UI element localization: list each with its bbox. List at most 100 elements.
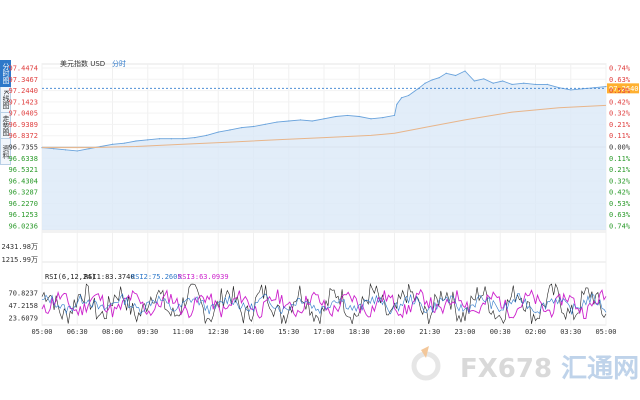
y-tick-label: 96.3287: [8, 189, 38, 197]
rsi-chart: [41, 282, 607, 325]
price-point: [431, 79, 433, 81]
price-point: [135, 140, 137, 142]
y-tick-pct-label: 0.74%: [609, 223, 631, 231]
price-point: [400, 97, 403, 99]
y-tick-label: 96.2270: [8, 200, 38, 208]
y-tick-pct-label: 0.11%: [609, 132, 631, 140]
price-point: [252, 125, 255, 128]
y-tick-label: 97.3467: [8, 76, 38, 84]
x-tick-label: 05:00: [595, 328, 616, 336]
price-point: [483, 78, 485, 80]
y-tick-pct-label: 0.42%: [609, 98, 631, 106]
x-tick-label: 14:00: [243, 328, 264, 336]
watermark: FX678 汇通网: [460, 348, 639, 385]
average-line: [42, 104, 607, 149]
rsi-legend-entry: RSI3:63.0939: [178, 273, 229, 281]
y-tick-pct-label: 0.63%: [609, 76, 631, 84]
price-chart: 97.2640: [41, 70, 639, 230]
y-tick-label: 96.0236: [8, 223, 38, 231]
side-tab-bar: 分时图 K线图 走势图 资料: [0, 60, 11, 165]
price-point: [570, 89, 572, 91]
price-point: [438, 77, 440, 79]
x-tick-label: 17:00: [313, 328, 334, 336]
rsi-tick-label: 23.6079: [8, 314, 38, 322]
price-point: [311, 120, 313, 122]
y-tick-pct-label: 0.53%: [609, 87, 631, 95]
rsi3-line: [41, 288, 607, 319]
price-point: [534, 83, 537, 85]
y-tick-label: 96.6338: [8, 155, 38, 163]
y-tick-label: 96.4304: [8, 177, 38, 185]
price-point: [276, 121, 278, 123]
x-tick-label: 18:30: [349, 328, 370, 336]
chart-subtitle: 分时: [112, 59, 126, 68]
y-tick-pct-label: 0.53%: [609, 200, 631, 208]
y-tick-label: 97.4474: [8, 65, 38, 73]
price-line: [41, 70, 607, 152]
y-tick-label: 97.1423: [8, 98, 38, 106]
tab-info[interactable]: 资料: [0, 139, 11, 165]
x-tick-label: 20:00: [384, 328, 405, 336]
price-point: [264, 123, 266, 125]
x-tick-label: 06:30: [67, 328, 88, 336]
rsi2-line: [41, 293, 607, 315]
price-point: [323, 118, 325, 120]
price-point: [455, 74, 457, 77]
price-point: [205, 134, 208, 137]
volume-tick-label: 1215.99万: [1, 256, 38, 264]
volume-tick-label: 2431.98万: [1, 243, 38, 251]
y-tick-pct-label: 0.21%: [609, 166, 631, 174]
price-point: [605, 85, 607, 88]
tab-trend[interactable]: 走势图: [0, 113, 11, 139]
rsi1-line: [41, 282, 607, 325]
y-tick-pct-label: 0.42%: [609, 189, 631, 197]
price-point: [182, 138, 184, 140]
rsi-legend-entry: RSI1:83.3740: [84, 273, 135, 281]
fx678-logo-icon: [411, 346, 441, 381]
x-tick-label: 00:30: [490, 328, 511, 336]
price-point: [358, 115, 360, 118]
x-tick-label: 02:00: [525, 328, 546, 336]
price-point: [111, 143, 114, 145]
y-tick-label: 96.7355: [8, 144, 38, 152]
price-point: [76, 150, 78, 152]
price-point: [523, 82, 525, 84]
rsi-legend-entry: RSI2:75.2605: [131, 273, 182, 281]
x-tick-label: 09:30: [137, 328, 158, 336]
x-tick-label: 11:00: [172, 328, 193, 336]
y-tick-label: 96.5321: [8, 166, 38, 174]
y-tick-pct-label: 0.00%: [609, 144, 631, 152]
axis-labels: 97.4474 97.3467 97.2440 97.1423 97.0405 96.93…: [1, 59, 630, 336]
rsi-title: RSI(6,12,24): [45, 273, 96, 281]
tab-kline[interactable]: K线图: [0, 87, 11, 113]
price-point: [502, 80, 504, 82]
x-tick-label: 03:30: [560, 328, 581, 336]
y-tick-label: 96.1253: [8, 211, 38, 219]
price-point: [445, 72, 447, 74]
price-point: [546, 83, 548, 85]
price-point: [288, 120, 290, 122]
price-point: [123, 142, 125, 144]
x-tick-label: 23:00: [454, 328, 475, 336]
price-point: [408, 94, 410, 97]
price-point: [299, 119, 302, 121]
rsi-tick-label: 70.8237: [8, 290, 38, 298]
y-tick-label: 97.0405: [8, 110, 38, 118]
price-point: [393, 114, 396, 117]
price-point: [346, 114, 349, 117]
price-point: [217, 131, 219, 133]
last-value-text: 97.2640: [609, 85, 639, 93]
price-point: [473, 80, 475, 82]
price-point: [147, 139, 149, 141]
y-tick-label: 96.8372: [8, 132, 38, 140]
price-point: [396, 103, 398, 105]
last-value-tag: [607, 83, 639, 94]
y-tick-pct-label: 0.32%: [609, 110, 631, 118]
tab-timeshare[interactable]: 分时图: [0, 60, 11, 87]
price-area-fill: [42, 71, 606, 230]
chart-title: 美元指数 USD: [60, 59, 105, 68]
y-tick-label: 96.9389: [8, 121, 38, 129]
price-point: [241, 127, 243, 129]
price-point: [492, 82, 494, 84]
